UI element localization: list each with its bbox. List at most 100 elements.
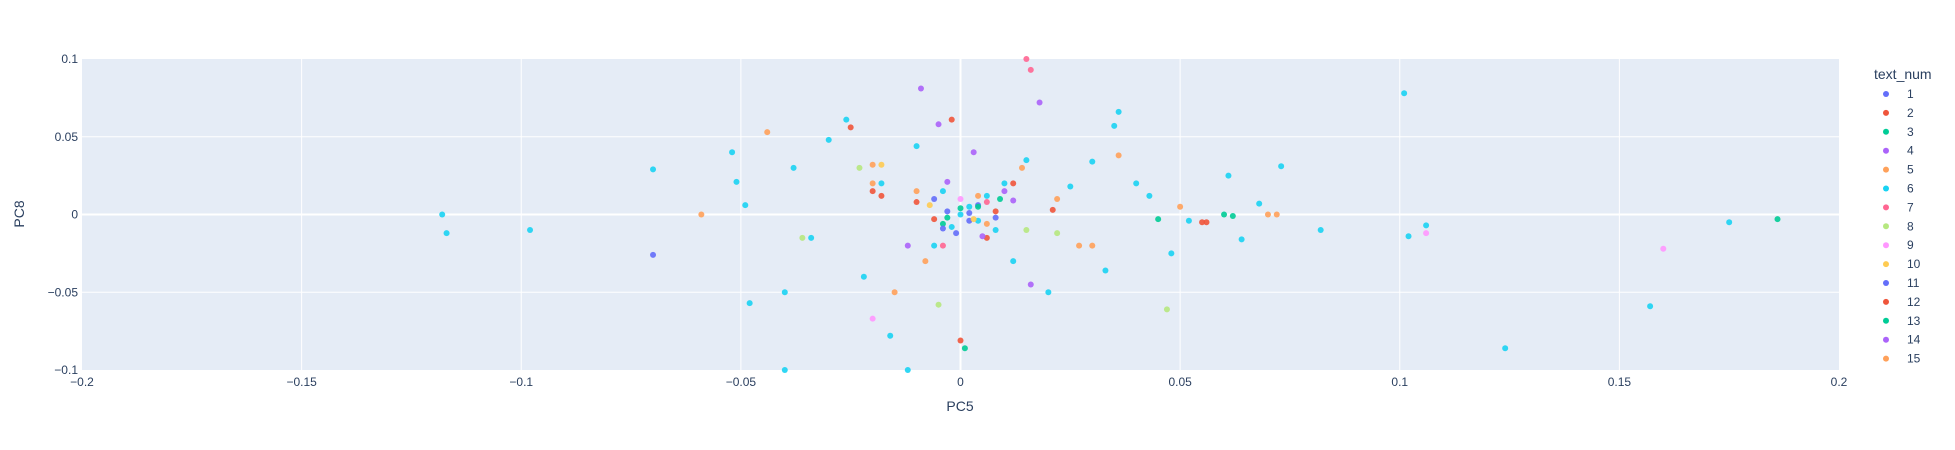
legend-marker-7[interactable]	[1883, 204, 1889, 211]
data-point-series-5	[922, 258, 929, 265]
data-point-series-11	[966, 209, 973, 216]
legend-marker-6[interactable]	[1883, 185, 1889, 192]
y-axis-title: PC8	[11, 200, 27, 227]
legend-label-7[interactable]: 7	[1907, 200, 1914, 214]
legend-label-3[interactable]: 3	[1907, 125, 1914, 139]
data-point-series-2	[878, 192, 885, 199]
legend-marker-11[interactable]	[1883, 280, 1889, 286]
data-point-series-12	[869, 188, 876, 195]
data-point-series-8	[935, 301, 942, 308]
data-point-series-6	[1010, 258, 1017, 265]
data-point-series-6	[742, 202, 749, 209]
data-point-series-6	[1001, 180, 1008, 187]
legend-marker-4[interactable]	[1883, 147, 1889, 154]
legend-marker-12[interactable]	[1883, 298, 1889, 305]
legend-label-10[interactable]: 10	[1907, 257, 1921, 271]
legend-label-9[interactable]: 9	[1907, 238, 1914, 252]
data-point-series-6	[904, 367, 911, 373]
x-tick-label: −0.15	[286, 375, 317, 389]
data-point-series-3	[975, 203, 982, 210]
data-point-series-6	[948, 223, 955, 230]
legend-marker-2[interactable]	[1883, 109, 1889, 116]
data-point-series-6	[1067, 183, 1074, 190]
data-point-series-2	[913, 199, 920, 206]
legend-label-4[interactable]: 4	[1907, 144, 1914, 158]
data-point-series-10	[970, 216, 977, 223]
data-point-series-7	[1023, 56, 1030, 62]
data-point-series-12	[847, 124, 854, 131]
legend-label-14[interactable]: 14	[1907, 333, 1921, 347]
data-point-series-6	[781, 289, 788, 296]
data-point-series-12	[1199, 219, 1206, 226]
data-point-series-6	[808, 234, 815, 241]
data-point-series-2	[1203, 219, 1210, 226]
data-point-series-6	[1405, 233, 1412, 240]
data-point-series-5	[975, 192, 982, 199]
x-tick-label: −0.1	[509, 375, 533, 389]
data-point-series-6	[1238, 236, 1245, 243]
legend-marker-13[interactable]	[1883, 317, 1889, 324]
legend-label-6[interactable]: 6	[1907, 182, 1914, 196]
data-point-series-6	[733, 178, 740, 185]
data-point-series-6	[913, 143, 920, 150]
legend-marker-8[interactable]	[1883, 223, 1889, 230]
data-point-series-4	[1001, 188, 1008, 195]
data-point-series-13	[944, 214, 951, 221]
data-point-series-5	[1054, 195, 1061, 202]
data-point-series-13	[1229, 213, 1236, 220]
y-tick-label: −0.1	[54, 363, 78, 377]
legend-label-15[interactable]: 15	[1907, 352, 1921, 366]
data-point-series-3	[939, 220, 946, 227]
legend-label-2[interactable]: 2	[1907, 106, 1914, 120]
data-point-series-6	[1726, 219, 1733, 226]
data-point-series-6	[1423, 222, 1430, 229]
data-point-series-3	[1221, 211, 1228, 218]
legend-label-1[interactable]: 1	[1907, 87, 1914, 101]
x-tick-labels: −0.2 −0.15 −0.1 −0.05 0 0.05 0.1 0.15 0.2	[70, 375, 1848, 389]
data-point-series-6	[983, 192, 990, 199]
data-point-series-7	[1027, 66, 1034, 73]
legend-marker-5[interactable]	[1883, 166, 1889, 173]
legend-label-12[interactable]: 12	[1907, 295, 1921, 309]
x-tick-label: 0.05	[1168, 375, 1192, 389]
data-point-series-9	[1660, 245, 1667, 252]
y-tick-labels: −0.1 −0.05 0 0.05 0.1	[48, 52, 79, 377]
data-point-series-6	[746, 300, 753, 307]
data-point-series-6	[1045, 289, 1052, 296]
data-point-series-11	[939, 225, 946, 232]
data-point-series-1	[992, 214, 999, 221]
y-tick-label: 0	[71, 208, 78, 222]
data-point-series-9	[1423, 230, 1430, 237]
legend-marker-9[interactable]	[1883, 242, 1889, 249]
data-point-series-6	[790, 164, 797, 171]
data-point-series-4	[1027, 281, 1034, 288]
data-point-series-15	[913, 188, 920, 195]
legend-label-11[interactable]: 11	[1907, 276, 1920, 290]
data-point-series-5	[1177, 203, 1184, 210]
legend-marker-15[interactable]	[1883, 355, 1889, 362]
legend-marker-14[interactable]	[1883, 336, 1889, 343]
data-point-series-6	[1647, 303, 1654, 310]
data-point-series-6	[781, 367, 788, 373]
data-point-series-15	[1076, 242, 1083, 249]
data-point-series-2	[1049, 206, 1056, 213]
data-point-series-6	[825, 136, 832, 143]
legend-marker-10[interactable]	[1883, 261, 1889, 268]
data-point-series-8	[856, 164, 863, 171]
legend-label-8[interactable]: 8	[1907, 219, 1914, 233]
data-point-series-6	[1502, 345, 1509, 352]
legend-label-13[interactable]: 13	[1907, 314, 1921, 328]
data-point-series-6	[939, 188, 946, 195]
legend-marker-1[interactable]	[1883, 91, 1889, 97]
legend-marker-3[interactable]	[1883, 128, 1889, 135]
data-point-series-1	[931, 195, 938, 202]
data-point-series-5	[1089, 242, 1096, 249]
data-point-series-6	[1225, 172, 1232, 179]
data-point-series-6	[1256, 200, 1263, 207]
legend-label-5[interactable]: 5	[1907, 163, 1914, 177]
data-point-series-13	[957, 205, 964, 212]
x-tick-label: 0.2	[1831, 375, 1848, 389]
data-point-series-6	[527, 227, 534, 234]
